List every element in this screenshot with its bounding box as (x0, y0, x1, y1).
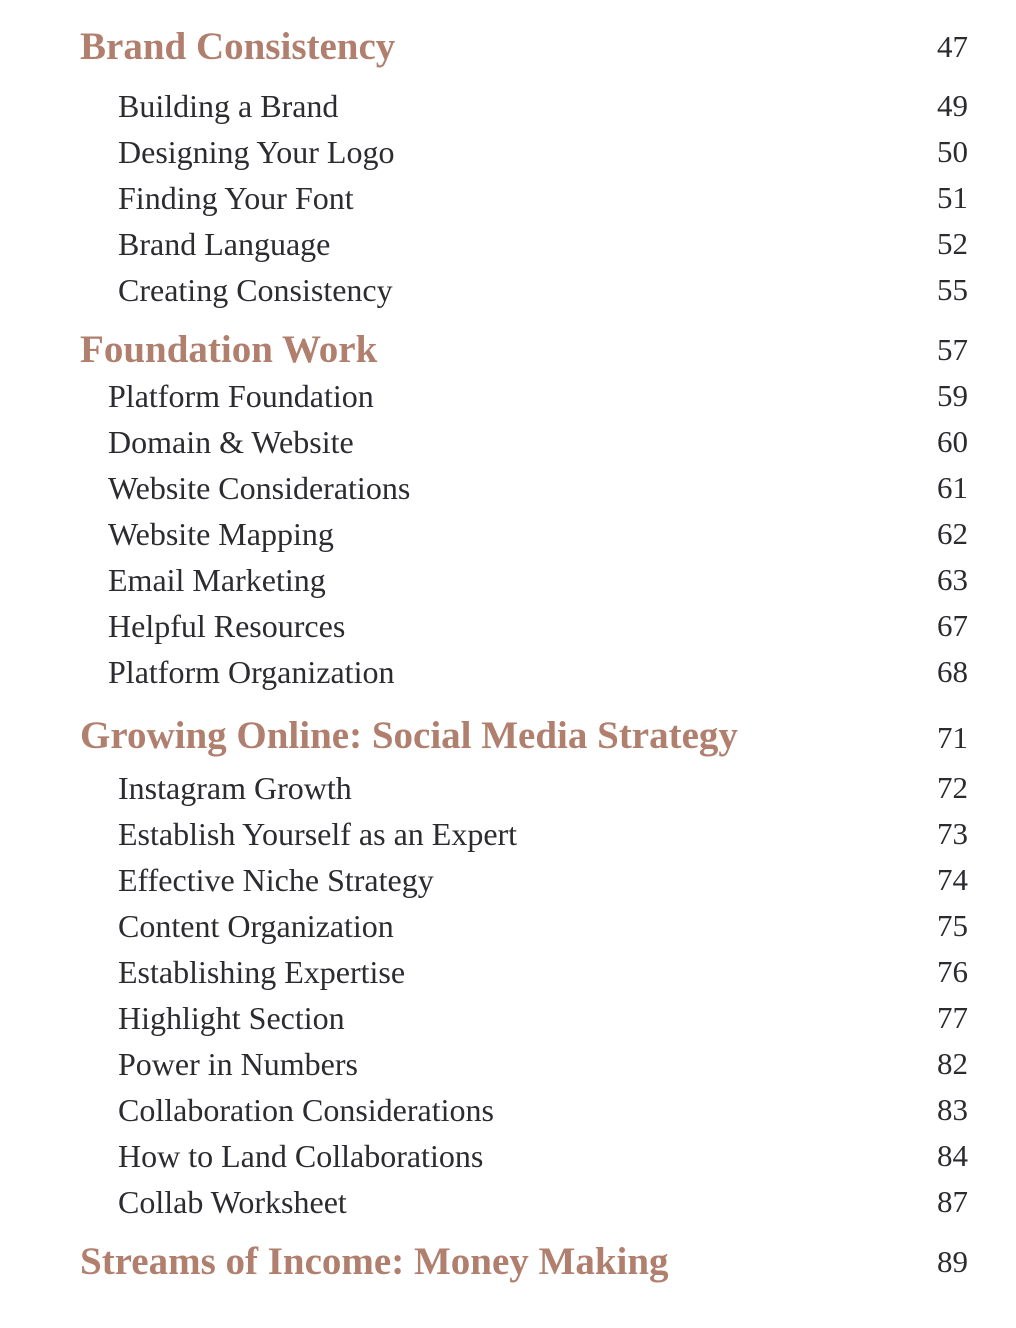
entry-title: Establishing Expertise (118, 954, 406, 990)
entry-page-number: 73 (937, 816, 968, 851)
entry-title: Building a Brand (118, 88, 339, 124)
entry-page-number: 82 (937, 1046, 968, 1081)
toc-entry[interactable]: Content Organization 75 (0, 904, 1016, 948)
entry-page-number: 84 (937, 1138, 968, 1173)
entry-page-number: 87 (937, 1184, 968, 1219)
section-title: Brand Consistency (80, 25, 396, 68)
entry-title: Platform Organization (108, 654, 395, 690)
entry-page-number: 63 (937, 562, 968, 597)
section-page-number: 57 (937, 332, 968, 367)
entry-page-number: 75 (937, 908, 968, 943)
entry-page-number: 52 (937, 226, 968, 261)
toc-entry[interactable]: Domain & Website 60 (0, 420, 1016, 464)
entry-title: How to Land Collaborations (118, 1138, 484, 1174)
entry-title: Establish Yourself as an Expert (118, 816, 518, 852)
toc-entry[interactable]: Establishing Expertise 76 (0, 950, 1016, 994)
toc-entry[interactable]: Platform Organization 68 (0, 650, 1016, 694)
section-title: Foundation Work (80, 328, 378, 371)
entry-title: Instagram Growth (118, 770, 352, 806)
toc-entry[interactable]: Platform Foundation 59 (0, 374, 1016, 418)
entry-page-number: 72 (937, 770, 968, 805)
entry-page-number: 49 (937, 88, 968, 123)
toc-entry[interactable]: Email Marketing 63 (0, 558, 1016, 602)
toc-entry[interactable]: Creating Consistency 55 (0, 268, 1016, 312)
toc-entry[interactable]: Website Mapping 62 (0, 512, 1016, 556)
toc-entry[interactable]: Collab Worksheet 87 (0, 1180, 1016, 1224)
entry-title: Content Organization (118, 908, 394, 944)
toc-entry[interactable]: Finding Your Font 51 (0, 176, 1016, 220)
entry-title: Collaboration Considerations (118, 1092, 494, 1128)
entry-title: Finding Your Font (118, 180, 354, 216)
entry-title: Platform Foundation (108, 378, 374, 414)
entry-title: Website Considerations (108, 470, 411, 506)
toc-entry[interactable]: Designing Your Logo 50 (0, 130, 1016, 174)
entry-page-number: 55 (937, 272, 968, 307)
entry-title: Website Mapping (108, 516, 334, 552)
entry-page-number: 59 (937, 378, 968, 413)
entry-title: Power in Numbers (118, 1046, 358, 1082)
toc-entry[interactable]: Brand Language 52 (0, 222, 1016, 266)
entry-title: Effective Niche Strategy (118, 862, 434, 898)
entry-page-number: 62 (937, 516, 968, 551)
section-heading-row[interactable]: Brand Consistency 47 (0, 25, 1016, 69)
section-page-number: 71 (937, 720, 968, 755)
toc-entry[interactable]: Instagram Growth 72 (0, 766, 1016, 810)
entry-page-number: 67 (937, 608, 968, 643)
toc-entry[interactable]: Website Considerations 61 (0, 466, 1016, 510)
section-heading-row[interactable]: Foundation Work 57 (0, 328, 1016, 372)
entry-title: Brand Language (118, 226, 331, 262)
section-title: Streams of Income: Money Making (80, 1240, 669, 1283)
section-title: Growing Online: Social Media Strategy (80, 714, 738, 757)
entry-page-number: 68 (937, 654, 968, 689)
entry-page-number: 61 (937, 470, 968, 505)
entry-title: Creating Consistency (118, 272, 393, 308)
entry-page-number: 60 (937, 424, 968, 459)
toc-entry[interactable]: Effective Niche Strategy 74 (0, 858, 1016, 902)
toc-entry[interactable]: Helpful Resources 67 (0, 604, 1016, 648)
entry-title: Helpful Resources (108, 608, 346, 644)
entry-page-number: 50 (937, 134, 968, 169)
section-heading-row[interactable]: Growing Online: Social Media Strategy 71 (0, 714, 1016, 758)
section-page-number: 47 (937, 29, 968, 64)
entry-title: Collab Worksheet (118, 1184, 347, 1220)
entry-page-number: 74 (937, 862, 968, 897)
toc-entry[interactable]: Collaboration Considerations 83 (0, 1088, 1016, 1132)
toc-entry[interactable]: Power in Numbers 82 (0, 1042, 1016, 1086)
section-page-number: 89 (937, 1244, 968, 1279)
entry-title: Email Marketing (108, 562, 326, 598)
toc-entry[interactable]: How to Land Collaborations 84 (0, 1134, 1016, 1178)
toc-entry[interactable]: Building a Brand 49 (0, 84, 1016, 128)
entry-page-number: 83 (937, 1092, 968, 1127)
entry-title: Highlight Section (118, 1000, 345, 1036)
entry-page-number: 51 (937, 180, 968, 215)
toc-entry[interactable]: Highlight Section 77 (0, 996, 1016, 1040)
toc-entry[interactable]: Establish Yourself as an Expert 73 (0, 812, 1016, 856)
entry-title: Designing Your Logo (118, 134, 395, 170)
entry-title: Domain & Website (108, 424, 354, 460)
section-heading-row[interactable]: Streams of Income: Money Making 89 (0, 1240, 1016, 1284)
entry-page-number: 77 (937, 1000, 968, 1035)
entry-page-number: 76 (937, 954, 968, 989)
